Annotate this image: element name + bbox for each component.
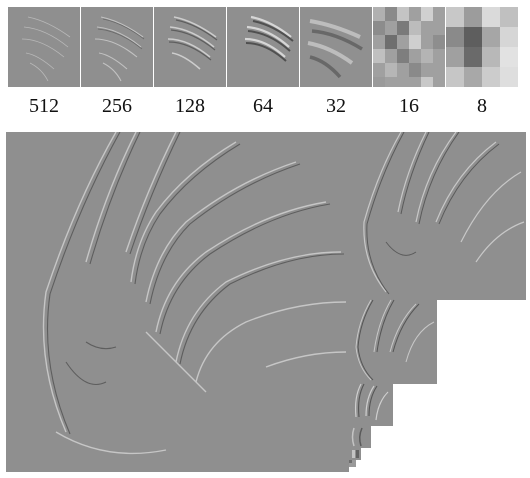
thumbnail-8 [446,7,518,87]
pyramid-level-4 [349,426,371,448]
pyramid-level-5 [349,448,361,460]
resolution-thumbnail-row [8,7,522,89]
thumbnail-32 [300,7,372,87]
scale-label-32: 32 [326,95,346,117]
thumbnail-64 [227,7,299,87]
thumbnail-16 [373,7,445,87]
scale-label-16: 16 [399,95,419,117]
thumbnail-128 [154,7,226,87]
scale-label-8: 8 [477,95,487,117]
pyramid-level-6 [349,460,356,467]
scale-label-512: 512 [29,95,59,117]
pyramid-level-2 [349,299,437,384]
scale-label-row: 512 256 128 64 32 16 8 [0,94,530,118]
scale-label-128: 128 [175,95,205,117]
scale-label-256: 256 [102,95,132,117]
pyramid-level-0 [6,132,349,472]
laplacian-pyramid-composite [6,132,526,472]
pyramid-level-1 [349,132,526,300]
thumbnail-512 [8,7,80,87]
pyramid-level-3 [349,383,393,426]
thumbnail-256 [81,7,153,87]
scale-label-64: 64 [253,95,273,117]
